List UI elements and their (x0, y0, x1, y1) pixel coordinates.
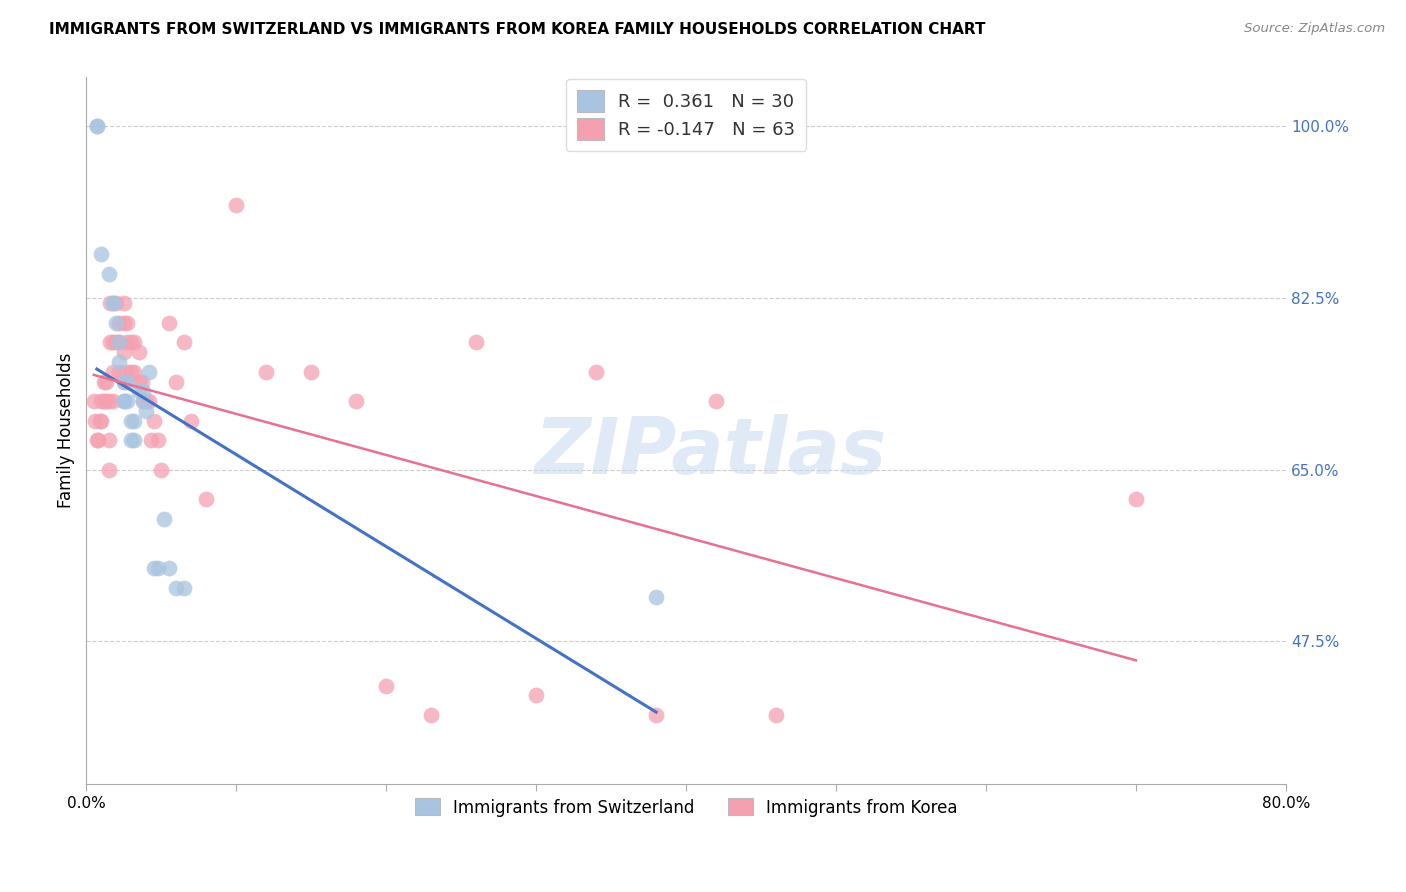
Point (98, 335, 121, 350)
Point (86, 120, 108, 134)
Point (103, 296, 125, 310)
Point (115, 316, 138, 330)
Point (173, 335, 195, 350)
Point (135, 404, 157, 418)
Point (120, 434, 142, 448)
Point (128, 375, 150, 389)
Point (112, 316, 135, 330)
Point (225, 198, 247, 212)
Point (103, 335, 125, 350)
Point (139, 434, 162, 448)
Point (97, 434, 120, 448)
Point (128, 345, 150, 359)
Text: Source: ZipAtlas.com: Source: ZipAtlas.com (1244, 22, 1385, 36)
Point (124, 414, 146, 428)
Point (97, 394, 120, 409)
Point (138, 365, 160, 379)
Point (89, 414, 111, 428)
Point (299, 365, 322, 379)
Point (94, 375, 117, 389)
Point (108, 335, 131, 350)
Point (148, 561, 170, 575)
Point (112, 375, 135, 389)
Point (765, 708, 787, 723)
Point (153, 512, 176, 526)
Point (120, 335, 142, 350)
Point (132, 394, 155, 409)
Point (124, 365, 146, 379)
Point (115, 394, 138, 409)
Point (86, 434, 108, 448)
Point (157, 316, 180, 330)
Point (128, 384, 150, 399)
Point (120, 365, 142, 379)
Point (138, 394, 160, 409)
Point (115, 375, 138, 389)
Point (105, 335, 128, 350)
Point (83, 394, 105, 409)
Y-axis label: Family Households: Family Households (58, 353, 75, 508)
Point (524, 689, 547, 703)
Point (105, 296, 128, 310)
Point (112, 394, 135, 409)
Point (98, 296, 121, 310)
Point (90, 247, 112, 261)
Point (103, 296, 125, 310)
Point (254, 365, 277, 379)
Point (148, 434, 170, 448)
Point (645, 591, 668, 605)
Point (124, 335, 146, 350)
Point (115, 335, 138, 350)
Point (112, 375, 135, 389)
Point (108, 355, 131, 369)
Point (115, 365, 138, 379)
Point (108, 316, 131, 330)
Point (94, 394, 117, 409)
Text: IMMIGRANTS FROM SWITZERLAND VS IMMIGRANTS FROM KOREA FAMILY HOUSEHOLDS CORRELATI: IMMIGRANTS FROM SWITZERLAND VS IMMIGRANT… (49, 22, 986, 37)
Point (142, 414, 165, 428)
Point (93, 394, 115, 409)
Point (173, 581, 195, 595)
Point (704, 394, 727, 409)
Point (157, 561, 180, 575)
Point (132, 384, 155, 399)
Point (420, 708, 443, 723)
Legend: Immigrants from Switzerland, Immigrants from Korea: Immigrants from Switzerland, Immigrants … (406, 790, 966, 825)
Point (108, 365, 131, 379)
Point (112, 345, 135, 359)
Point (84, 414, 107, 428)
Point (112, 296, 135, 310)
Point (195, 492, 218, 507)
Point (97, 463, 120, 477)
Point (90, 414, 112, 428)
Point (97, 267, 120, 281)
Point (645, 708, 668, 723)
Point (1125, 492, 1147, 507)
Point (150, 463, 173, 477)
Point (87, 434, 110, 448)
Point (131, 375, 153, 389)
Point (465, 335, 488, 350)
Point (375, 679, 398, 693)
Point (124, 434, 146, 448)
Text: ZIPatlas: ZIPatlas (534, 414, 886, 490)
Point (165, 581, 187, 595)
Point (108, 335, 131, 350)
Point (344, 394, 367, 409)
Point (93, 375, 115, 389)
Point (585, 365, 607, 379)
Point (120, 414, 142, 428)
Point (90, 394, 112, 409)
Point (142, 561, 165, 575)
Point (180, 414, 202, 428)
Point (103, 394, 125, 409)
Point (86, 120, 108, 134)
Point (103, 365, 125, 379)
Point (135, 394, 157, 409)
Point (105, 316, 128, 330)
Point (165, 375, 187, 389)
Point (112, 394, 135, 409)
Point (132, 394, 155, 409)
